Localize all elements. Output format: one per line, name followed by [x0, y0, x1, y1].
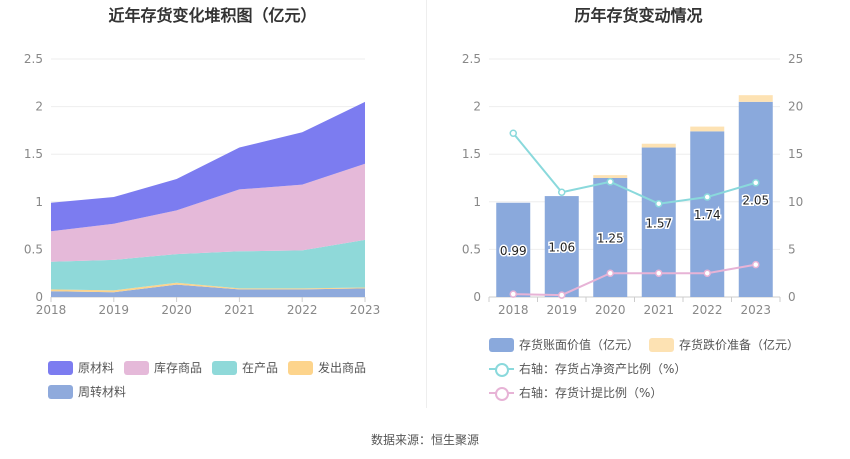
area-series — [51, 101, 365, 232]
legend-item-work-in-progress[interactable]: 在产品 — [212, 359, 278, 376]
bar-impairment-provision — [641, 143, 676, 148]
legend-swatch-turnover-materials — [48, 384, 73, 399]
panel-divider — [426, 0, 427, 408]
legend-label-finished-goods: 库存商品 — [154, 361, 203, 375]
y-tick-label-left: 0.5 — [462, 242, 481, 256]
bar-data-label: 0.99 — [500, 244, 527, 258]
x-tick-label: 2023 — [740, 303, 771, 317]
bar-impairment-provision — [690, 126, 725, 132]
y-tick-label-left: 2 — [473, 100, 481, 114]
legend-label-inventory-to-net-assets: 右轴：存货占净资产比例（%） — [519, 362, 687, 376]
line-point — [509, 290, 517, 298]
bar-book-value — [690, 131, 725, 297]
legend-label-impairment-provision: 存货跌价准备（亿元） — [679, 338, 800, 352]
y-tick-label-left: 1 — [473, 195, 481, 209]
y-tick-label-right: 15 — [788, 147, 803, 161]
right-chart-panel: 历年存货变动情况 0 0.5 1 1.5 2 2.5 0 5 10 15 20 25 0.99 1.06 1… — [427, 0, 850, 410]
bar-data-label: 2.05 — [742, 193, 769, 207]
right-chart-title: 历年存货变动情况 — [574, 6, 703, 25]
y-tick-label-left: 2.5 — [462, 52, 481, 66]
x-tick-label: 2021 — [224, 303, 255, 317]
bar-data-label: 1.74 — [694, 208, 721, 222]
left-chart-title: 近年存货变化堆积图（亿元） — [108, 6, 317, 25]
area-series — [51, 163, 365, 262]
bar-impairment-provision — [738, 95, 773, 102]
legend-item-inventory-to-net-assets[interactable]: 右轴：存货占净资产比例（%） — [489, 360, 686, 377]
x-tick-label: 2021 — [643, 303, 674, 317]
legend-label-turnover-materials: 周转材料 — [78, 385, 127, 399]
y-tick-label: 1 — [35, 195, 43, 209]
bar-data-label: 1.25 — [597, 232, 624, 246]
bar-book-value — [593, 178, 628, 297]
bar-line-combo-chart: 0 0.5 1 1.5 2 2.5 0 5 10 15 20 25 0.99 1.06 1.25 1.57 1.… — [462, 52, 803, 317]
line-series — [512, 132, 757, 205]
y-tick-label-right: 20 — [788, 100, 803, 114]
line-point — [655, 199, 663, 208]
y-tick-label-right: 25 — [788, 52, 803, 66]
line-point — [655, 269, 663, 277]
legend-item-finished-goods[interactable]: 库存商品 — [124, 359, 202, 376]
line-point — [703, 269, 711, 277]
y-tick-label: 1.5 — [24, 147, 43, 161]
bar-data-label: 1.57 — [645, 216, 672, 230]
x-tick-label: 2022 — [287, 303, 318, 317]
legend-swatch-provision-ratio — [489, 386, 514, 401]
y-tick-label: 0 — [35, 290, 43, 304]
legend-swatch-inventory-to-net-assets — [489, 362, 514, 377]
y-tick-label: 0.5 — [24, 242, 43, 256]
y-tick-label: 2 — [35, 100, 43, 114]
line-point — [606, 269, 614, 277]
area-series — [51, 282, 365, 293]
left-chart-panel: 近年存货变化堆积图（亿元） 0 0.5 1 1.5 2 2.5 2018 2019 2020 20… — [0, 0, 425, 410]
x-tick-label: 2019 — [99, 303, 130, 317]
legend-label-book-value: 存货账面价值（亿元） — [519, 338, 640, 352]
data-source-note: 数据来源：恒生聚源 — [370, 433, 479, 447]
x-tick-label: 2020 — [595, 303, 626, 317]
x-tick-label: 2018 — [498, 303, 529, 317]
y-tick-label-right: 5 — [788, 242, 796, 256]
legend-item-raw-materials[interactable]: 原材料 — [48, 359, 114, 376]
legend-item-turnover-materials[interactable]: 周转材料 — [48, 383, 126, 400]
y-tick-label-left: 0 — [473, 290, 481, 304]
y-tick-label-right: 0 — [788, 290, 796, 304]
line-series — [513, 263, 756, 297]
line-point — [752, 260, 760, 269]
legend-swatch-impairment-provision — [649, 337, 674, 352]
bar-book-value — [544, 196, 579, 297]
area-series — [51, 239, 365, 291]
legend-swatch-finished-goods — [124, 360, 149, 375]
legend-swatch-work-in-progress — [212, 360, 237, 375]
area-series — [51, 284, 365, 297]
y-tick-label-right: 10 — [788, 195, 803, 209]
legend-swatch-raw-materials — [48, 360, 73, 375]
line-point — [558, 188, 566, 197]
bar-book-value — [496, 202, 531, 297]
legend-item-book-value[interactable]: 存货账面价值（亿元） — [489, 336, 639, 353]
legend-label-work-in-progress: 在产品 — [242, 361, 279, 375]
line-point — [558, 291, 566, 299]
stacked-area-chart: 0 0.5 1 1.5 2 2.5 2018 2019 2020 2021 2022 2023 — [24, 52, 381, 317]
x-tick-label: 2022 — [692, 303, 723, 317]
legend-item-impairment-provision[interactable]: 存货跌价准备（亿元） — [649, 336, 799, 353]
legend-item-goods-shipped[interactable]: 发出商品 — [288, 359, 366, 376]
bar-data-label: 1.06 — [548, 241, 575, 255]
legend-item-provision-ratio[interactable]: 右轴：存货计提比例（%） — [489, 384, 662, 401]
legend-label-provision-ratio: 右轴：存货计提比例（%） — [519, 386, 663, 400]
x-tick-label: 2019 — [546, 303, 577, 317]
line-point — [703, 193, 711, 201]
x-tick-label: 2023 — [350, 303, 381, 317]
legend-swatch-book-value — [489, 337, 514, 352]
y-tick-label: 2.5 — [24, 52, 43, 66]
x-tick-label: 2020 — [161, 303, 192, 317]
y-tick-label-left: 1.5 — [462, 147, 481, 161]
line-point — [752, 179, 760, 187]
x-tick-label: 2018 — [36, 303, 67, 317]
legend-label-raw-materials: 原材料 — [78, 361, 115, 375]
bar-impairment-provision — [593, 175, 628, 178]
line-point — [509, 129, 517, 138]
legend-label-goods-shipped: 发出商品 — [318, 361, 367, 375]
line-point — [606, 178, 614, 186]
legend-swatch-goods-shipped — [288, 360, 313, 375]
